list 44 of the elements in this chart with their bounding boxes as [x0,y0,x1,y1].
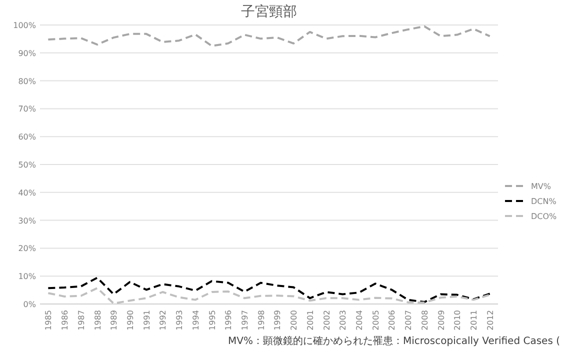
x-tick-label: 1989 [110,310,119,330]
text: MV%：顕微鏡的に確かめられた罹患：Microscopically Verified Cases ( [228,335,560,347]
x-tick-label: 2001 [306,310,315,330]
x-tick-label: 2005 [371,310,380,330]
x-tick-label: 1985 [44,310,54,330]
y-tick-label: 30% [18,216,36,226]
x-tick-label: 1991 [142,310,152,330]
x-tick-label: 1995 [208,310,217,330]
x-tick-label: 2004 [354,310,364,330]
x-tick-label: 1988 [93,310,102,330]
y-tick-label: 80% [18,76,36,86]
x-tick-label: 1987 [76,310,86,330]
x-tick-label: 2000 [290,310,299,330]
legend-label: DCN% [531,197,557,206]
x-tick-label: 2002 [322,310,332,330]
x-tick-label: 2007 [404,310,414,330]
x-tick-label: 1997 [240,310,250,330]
y-tick-label: 10% [18,272,36,282]
chart-title: 子宮頸部 [241,4,297,20]
y-tick-label: 100% [13,21,36,30]
y-tick-label: 90% [18,48,36,58]
legend-label: MV% [531,182,552,191]
x-tick-label: 2011 [469,310,478,330]
x-tick-label: 2012 [486,310,495,330]
legend-label: DCO% [531,212,558,221]
x-tick-label: 1993 [175,310,184,330]
x-tick-label: 1986 [60,310,70,330]
x-tick-label: 1996 [224,310,234,330]
y-tick-label: 50% [18,160,36,170]
y-tick-label: 40% [18,188,36,198]
x-tick-label: 1998 [256,310,266,330]
x-tick-label: 2006 [388,310,397,330]
y-tick-label: 20% [18,244,36,254]
x-tick-label: 2009 [436,310,446,330]
x-tick-label: 2003 [338,310,348,330]
x-tick-label: 1999 [273,310,282,330]
y-tick-label: 70% [18,104,36,114]
x-tick-label: 1990 [126,310,135,330]
x-tick-label: 2010 [453,310,462,330]
y-tick-label: 60% [18,132,36,142]
x-tick-label: 2008 [420,310,430,330]
x-tick-label: 1992 [158,310,168,330]
y-tick-label: 0% [23,300,36,309]
x-tick-label: 1994 [191,310,200,330]
